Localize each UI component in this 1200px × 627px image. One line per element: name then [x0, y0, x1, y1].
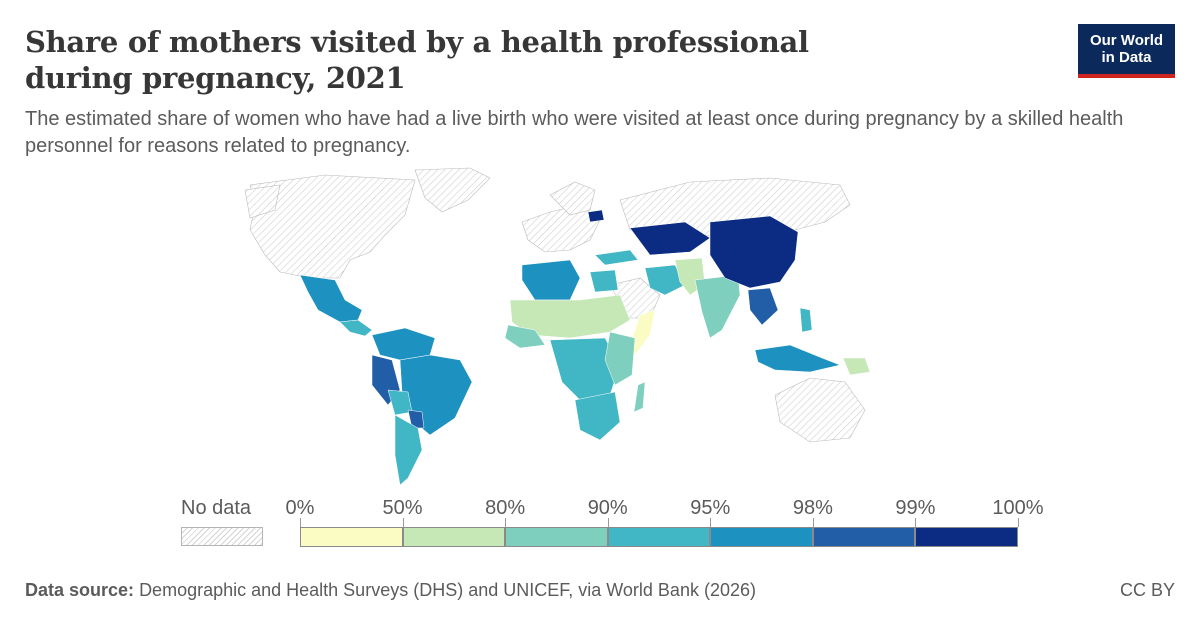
legend-tick-mark — [402, 518, 404, 527]
chart-subtitle: The estimated share of women who have ha… — [25, 108, 1124, 157]
country-belarus[interactable] — [587, 209, 605, 223]
legend-tick-mark — [915, 518, 917, 527]
country-indonesia[interactable] — [754, 344, 841, 373]
country-central-america[interactable] — [339, 319, 373, 337]
source-text[interactable]: Demographic and Health Surveys (DHS) and… — [139, 580, 756, 600]
legend-tick-label: 0% — [285, 497, 315, 519]
logo-line-1: Our World — [1089, 32, 1164, 49]
country-north-africa[interactable] — [521, 259, 581, 301]
region-australia-nodata[interactable] — [774, 377, 866, 443]
logo-line-2: in Data — [1101, 49, 1152, 66]
legend-bin-99-100[interactable] — [915, 527, 1018, 547]
country-colombia-venezuela[interactable] — [371, 327, 436, 361]
legend-tick-mark — [505, 518, 507, 527]
country-mexico[interactable] — [299, 274, 363, 323]
legend-tick-label: 90% — [587, 497, 628, 519]
legend-tick-mark — [710, 518, 712, 527]
legend-tick-label: 99% — [895, 497, 936, 519]
country-china-mongolia[interactable] — [709, 215, 799, 289]
legend-tick-mark — [1018, 518, 1019, 527]
country-kazakhstan[interactable] — [629, 221, 711, 256]
chart-title: Share of mothers visited by a health pro… — [25, 25, 809, 95]
legend-tick-label: 98% — [792, 497, 833, 519]
country-west-africa[interactable] — [504, 324, 546, 349]
source-label: Data source: — [25, 580, 135, 600]
region-alaska-nodata[interactable] — [244, 184, 281, 219]
legend-tick-mark — [812, 518, 814, 527]
legend-tick-mark — [300, 518, 301, 527]
country-philippines[interactable] — [799, 307, 813, 333]
region-scandinavia-nodata[interactable] — [549, 181, 596, 216]
country-argentina[interactable] — [394, 414, 423, 486]
world-map — [244, 167, 871, 486]
footer-source: Data source: Demographic and Health Surv… — [25, 580, 756, 601]
legend-tick-label: 50% — [382, 497, 423, 519]
legend-no-data-swatch[interactable] — [181, 527, 263, 546]
country-papua-new-guinea[interactable] — [842, 357, 871, 376]
legend-tick-label: 95% — [690, 497, 731, 519]
country-india[interactable] — [694, 274, 741, 339]
legend-tick-mark — [607, 518, 609, 527]
legend-bin-95-98[interactable] — [710, 527, 813, 547]
legend-bin-98-99[interactable] — [812, 527, 916, 547]
region-north-america-nodata[interactable] — [249, 174, 416, 279]
owid-logo[interactable]: Our World in Data — [1078, 24, 1175, 78]
legend-bin-50-80[interactable] — [402, 527, 506, 547]
legend-bin-80-90[interactable] — [505, 527, 608, 547]
country-southern-africa[interactable] — [574, 391, 621, 441]
country-egypt[interactable] — [589, 269, 619, 293]
legend-tick-label: 80% — [485, 497, 526, 519]
region-europe-nodata[interactable] — [521, 204, 601, 253]
legend-tick-label: 100% — [992, 497, 1044, 519]
country-southeast-asia[interactable] — [747, 287, 779, 326]
legend-no-data-label: No data — [181, 497, 252, 519]
country-paraguay[interactable] — [407, 409, 425, 429]
license-label[interactable]: CC BY — [1119, 580, 1175, 600]
legend-bin-90-95[interactable] — [607, 527, 711, 547]
legend-bin-0-50[interactable] — [300, 527, 403, 547]
country-madagascar[interactable] — [633, 381, 646, 413]
country-east-africa[interactable] — [604, 331, 636, 386]
country-turkey[interactable] — [594, 249, 639, 266]
country-iran[interactable] — [644, 264, 686, 296]
region-greenland-nodata[interactable] — [414, 167, 491, 213]
